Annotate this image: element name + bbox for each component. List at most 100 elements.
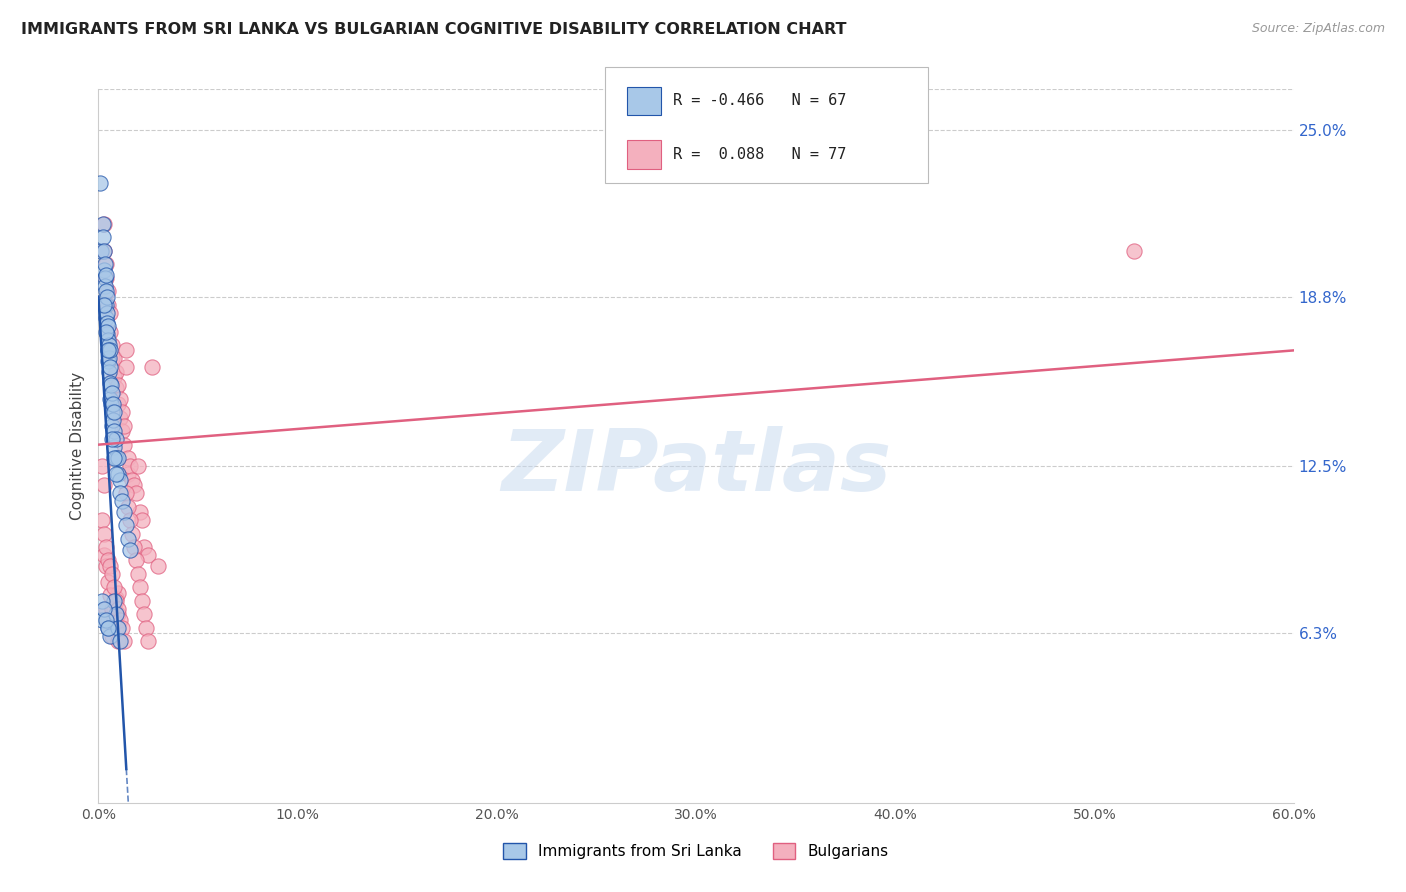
Point [105,607,128,622]
Point [112,437,135,451]
Point [1123,244,1146,258]
Point [103,351,125,366]
Point [101,418,124,433]
Point [103,594,125,608]
Point [90,244,112,258]
Point [103,424,125,438]
Point [111,621,134,635]
Point [100,397,122,411]
Point [100,378,122,392]
Point [94,278,117,293]
Point [97,343,120,358]
Point [107,607,129,622]
Point [125,486,148,500]
Point [97,553,120,567]
Point [115,486,138,500]
Point [97,574,120,589]
Point [93,298,115,312]
Point [103,613,125,627]
Point [103,580,125,594]
Point [103,405,125,419]
Point [98,325,122,339]
Text: ZIPatlas: ZIPatlas [501,425,891,509]
Point [96,317,118,331]
Point [103,441,125,455]
Point [105,451,128,466]
Point [136,634,159,648]
Point [89,177,111,191]
Y-axis label: Cognitive Disability: Cognitive Disability [69,372,84,520]
Point [110,613,132,627]
Point [124,540,146,554]
Point [101,405,124,419]
Point [96,289,118,303]
Point [107,397,129,411]
Point [93,602,115,616]
Point [93,217,115,231]
Point [107,634,129,648]
Point [111,494,134,508]
Point [93,478,115,492]
Point [125,553,148,567]
Point [97,284,120,298]
Point [107,621,129,635]
Point [96,257,118,271]
Point [105,365,128,379]
Point [98,365,121,379]
Point [115,343,138,358]
Point [112,505,135,519]
Point [120,459,142,474]
Point [107,378,129,392]
Point [117,532,139,546]
Point [110,634,132,648]
Point [103,451,125,466]
Point [91,513,114,527]
Point [134,540,156,554]
Point [115,359,138,374]
Point [98,359,122,374]
Point [97,298,120,312]
Point [97,613,120,627]
Point [101,629,124,643]
Point [101,432,124,446]
Point [97,621,120,635]
Point [96,602,118,616]
Point [103,397,125,411]
Point [91,594,114,608]
Point [96,298,118,312]
Point [129,580,152,594]
Point [91,459,114,474]
Point [103,413,125,427]
Point [110,392,132,406]
Point [98,589,122,603]
Text: Source: ZipAtlas.com: Source: ZipAtlas.com [1251,22,1385,36]
Point [107,451,129,466]
Point [117,500,139,514]
Point [107,467,129,482]
Point [93,217,115,231]
Point [131,594,153,608]
Point [110,410,132,425]
Point [103,602,125,616]
Point [94,257,117,271]
Point [129,505,152,519]
Point [120,542,142,557]
Point [105,381,128,395]
Point [101,602,124,616]
Point [98,338,121,352]
Text: IMMIGRANTS FROM SRI LANKA VS BULGARIAN COGNITIVE DISABILITY CORRELATION CHART: IMMIGRANTS FROM SRI LANKA VS BULGARIAN C… [21,22,846,37]
Point [98,306,122,320]
Point [96,327,118,342]
Point [141,359,163,374]
Point [110,486,132,500]
Point [112,634,135,648]
Point [93,526,115,541]
Point [148,558,170,573]
Point [98,621,122,635]
Point [101,351,124,366]
Point [115,518,138,533]
Point [94,270,117,285]
Point [97,621,120,635]
Point [111,424,134,438]
Point [117,467,139,482]
